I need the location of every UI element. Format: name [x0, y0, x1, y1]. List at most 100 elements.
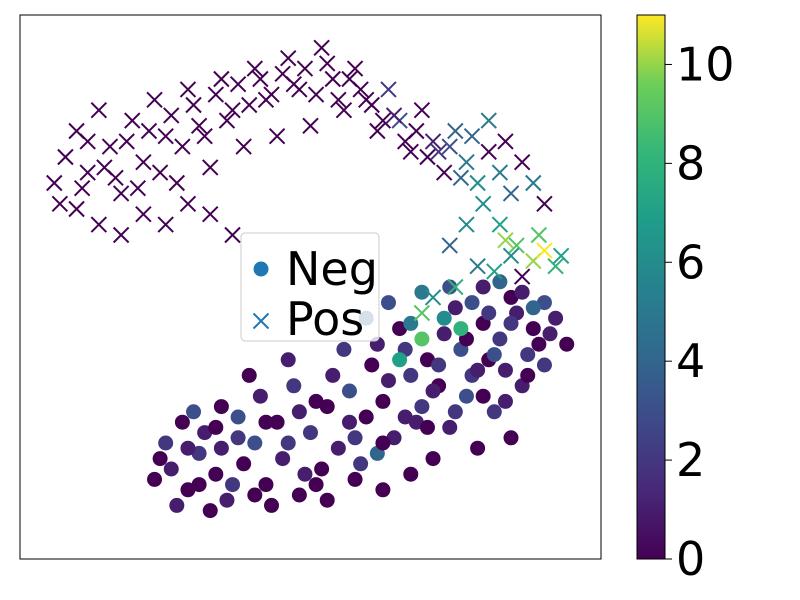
neg-point: [208, 466, 224, 482]
neg-point: [180, 482, 196, 498]
neg-point: [319, 399, 335, 415]
pos-point: [441, 237, 458, 254]
pos-point: [346, 60, 364, 77]
neg-point: [297, 466, 313, 482]
pos-point: [135, 205, 152, 223]
pos-point: [190, 117, 208, 135]
pos-point: [385, 107, 403, 124]
neg-point: [392, 321, 408, 337]
pos-point: [124, 112, 141, 129]
pos-point: [513, 268, 531, 285]
pos-point: [118, 133, 135, 150]
neg-point: [375, 435, 391, 451]
neg-point: [525, 321, 541, 337]
pos-point: [458, 216, 475, 233]
neg-point: [269, 414, 285, 430]
pos-point: [435, 164, 453, 181]
neg-point: [319, 492, 335, 508]
legend-frame: [240, 232, 380, 342]
colorbar-tick-label: 4: [676, 334, 705, 388]
pos-point: [263, 86, 280, 103]
pos-point: [179, 81, 197, 98]
neg-point: [436, 326, 452, 342]
neg-point: [303, 425, 318, 441]
neg-point: [408, 414, 424, 430]
pos-point: [335, 101, 353, 119]
pos-point: [552, 247, 570, 265]
pos-point: [146, 91, 163, 109]
neg-point: [230, 409, 246, 425]
pos-point: [79, 133, 96, 150]
pos-point: [396, 133, 414, 150]
pos-point: [46, 174, 63, 192]
pos-point: [235, 138, 252, 155]
pos-point: [202, 205, 219, 223]
neg-point: [403, 367, 419, 383]
pos-point: [218, 112, 236, 129]
neg-point: [414, 331, 430, 347]
neg-point: [431, 357, 447, 373]
neg-point: [492, 331, 508, 347]
neg-point: [202, 503, 218, 519]
neg-point: [191, 445, 207, 461]
neg-point: [559, 336, 575, 352]
neg-point: [536, 357, 552, 373]
neg-point: [353, 456, 369, 472]
pos-point: [480, 112, 497, 129]
neg-point: [486, 404, 502, 420]
neg-point: [364, 357, 380, 373]
colorbar-tick-label: 2: [676, 433, 705, 487]
neg-point: [392, 352, 408, 368]
pos-point: [469, 257, 486, 275]
neg-point: [481, 305, 497, 321]
neg-point: [447, 300, 463, 316]
neg-point: [536, 295, 552, 311]
pos-point: [179, 195, 197, 213]
pos-point: [458, 153, 475, 171]
neg-point: [286, 378, 302, 394]
pos-point: [151, 164, 169, 181]
pos-point: [224, 226, 241, 244]
pos-point: [307, 86, 325, 103]
neg-point: [169, 497, 185, 513]
colorbar: 0 2 4 6 8 10: [636, 14, 735, 586]
pos-point: [79, 164, 96, 181]
neg-point: [358, 409, 374, 425]
neg-point: [397, 409, 413, 425]
neg-point: [208, 419, 224, 435]
neg-point: [425, 451, 441, 467]
neg-point: [347, 471, 363, 487]
pos-point: [246, 60, 264, 77]
colorbar-tick-label: 0: [676, 532, 705, 586]
neg-point: [531, 336, 547, 352]
pos-point: [112, 226, 130, 244]
pos-point: [536, 195, 553, 213]
pos-point: [330, 91, 347, 109]
plot-area: [46, 39, 575, 519]
pos-point: [324, 70, 341, 88]
neg-point: [308, 393, 324, 409]
neg-point: [442, 419, 458, 435]
neg-point: [247, 487, 263, 503]
neg-point: [419, 419, 435, 435]
pos-point: [157, 127, 174, 145]
pos-point: [352, 81, 369, 98]
pos-point: [302, 117, 319, 135]
neg-point: [503, 430, 519, 446]
neg-point: [497, 362, 513, 378]
pos-point: [163, 107, 180, 124]
neg-point: [252, 388, 268, 404]
legend-label-pos: Pos: [286, 292, 364, 346]
neg-point: [174, 414, 190, 430]
neg-point: [191, 477, 207, 493]
pos-point: [447, 278, 464, 296]
pos-point: [174, 138, 191, 155]
pos-point: [268, 127, 286, 145]
pos-point: [441, 138, 458, 155]
neg-point: [152, 451, 168, 467]
neg-point: [180, 440, 196, 456]
pos-point: [363, 96, 380, 114]
neg-point: [375, 482, 391, 498]
legend-label-neg: Neg: [286, 242, 378, 296]
